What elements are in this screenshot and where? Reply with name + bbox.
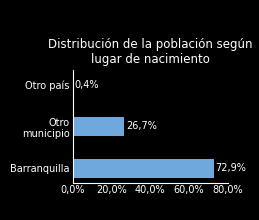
Bar bbox=[73, 159, 214, 178]
Title: Distribución de la población según
lugar de nacimiento: Distribución de la población según lugar… bbox=[48, 38, 253, 66]
Text: 72,9%: 72,9% bbox=[216, 163, 247, 173]
Text: 0,4%: 0,4% bbox=[75, 80, 99, 90]
Text: 26,7%: 26,7% bbox=[126, 121, 157, 132]
Bar bbox=[73, 117, 124, 136]
